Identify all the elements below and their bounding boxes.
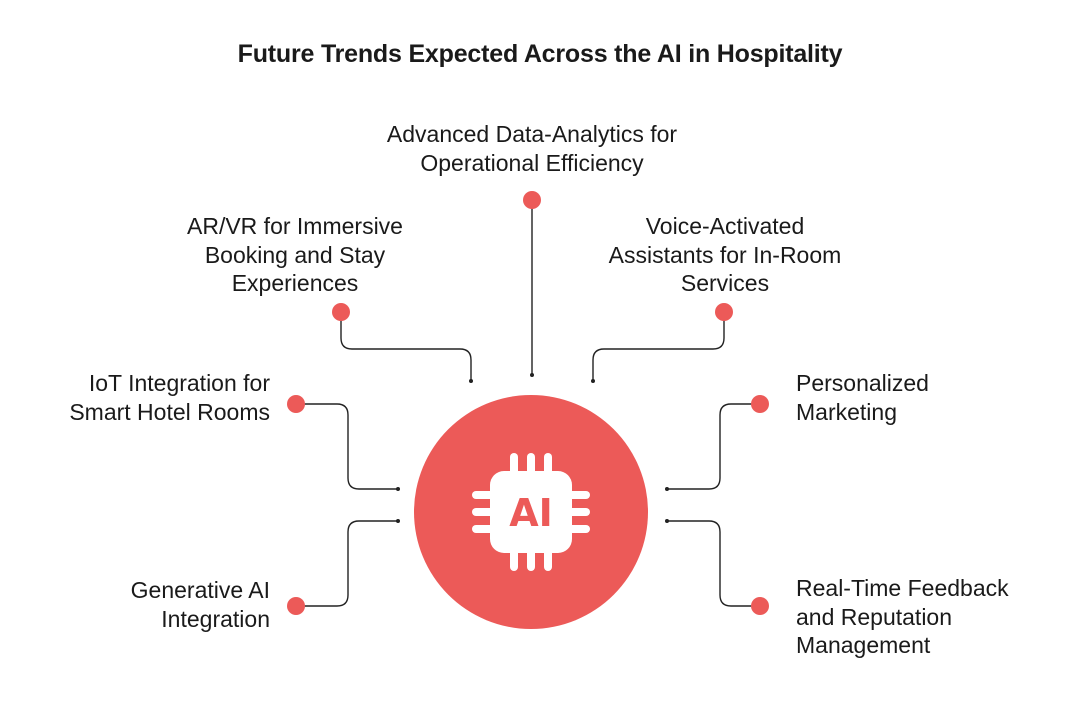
ai-hub-circle: AI	[414, 395, 648, 629]
node-dot-middle-right	[751, 395, 769, 413]
endpoint-dot	[591, 379, 595, 383]
node-dot-lower-left	[287, 597, 305, 615]
node-dot-top	[523, 191, 541, 209]
endpoint-dot	[665, 519, 669, 523]
diagram-title: Future Trends Expected Across the AI in …	[237, 40, 843, 68]
node-dot-middle-left	[287, 395, 305, 413]
node-dot-lower-right	[751, 597, 769, 615]
endpoint-dot	[665, 487, 669, 491]
endpoint-dot	[530, 373, 534, 377]
node-dot-upper-right	[715, 303, 733, 321]
trend-label-middle-left: IoT Integration for Smart Hotel Rooms	[69, 370, 270, 425]
trend-label-lower-left: Generative AI Integration	[130, 577, 270, 632]
endpoint-dot	[396, 519, 400, 523]
hub-label: AI	[509, 491, 553, 535]
ai-chip-icon: AI	[472, 453, 590, 571]
connector-upper-left	[340, 312, 472, 380]
endpoint-dot	[469, 379, 473, 383]
node-dot-upper-left	[332, 303, 350, 321]
trend-label-top: Advanced Data-Analytics for Operational …	[386, 121, 678, 176]
connector-lower-right	[668, 520, 760, 607]
connector-lower-left	[296, 520, 397, 607]
trend-label-middle-right: Personalized Marketing	[796, 370, 929, 425]
connector-upper-right	[592, 312, 725, 380]
trend-label-lower-right: Real-Time Feedback and Reputation Manage…	[796, 575, 1009, 658]
connector-middle-right	[668, 403, 760, 490]
trend-label-upper-right: Voice-Activated Assistants for In-Room S…	[608, 213, 842, 296]
connector-middle-left	[296, 403, 397, 490]
endpoint-dot	[396, 487, 400, 491]
trend-label-upper-left: AR/VR for Immersive Booking and Stay Exp…	[187, 213, 403, 296]
